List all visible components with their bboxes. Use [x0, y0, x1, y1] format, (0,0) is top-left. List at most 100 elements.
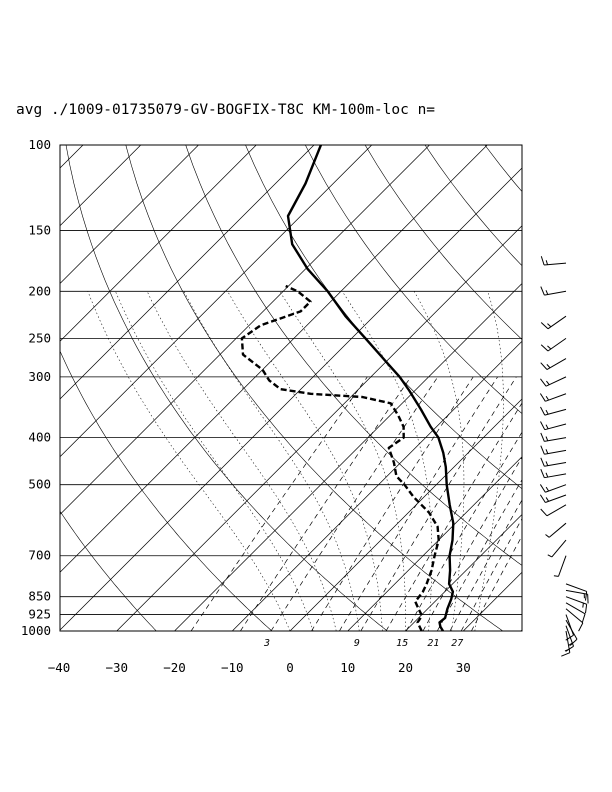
wind-barb — [565, 602, 586, 623]
temperature-tick-label: 30 — [456, 660, 471, 675]
chart-title: avg ./1009-01735079-GV-BOGFIX-T8C KM-100… — [16, 102, 435, 118]
mixing-ratio-line — [339, 376, 498, 631]
wind-barb-feather — [539, 393, 546, 402]
isotherm-line — [463, 571, 522, 631]
wind-barb-feather — [540, 406, 546, 416]
mixing-ratio-line — [436, 479, 522, 631]
wind-barb-feather — [569, 638, 578, 646]
wind-barb — [545, 522, 567, 538]
pressure-tick-label: 100 — [28, 137, 51, 152]
mixing-ratio-label: 21 — [427, 638, 439, 649]
wind-barb-half-feather — [545, 461, 549, 466]
pressure-tick-label: 200 — [28, 283, 51, 298]
moist-adiabat — [146, 291, 337, 631]
wind-barb — [565, 614, 574, 641]
wind-barb-half-feather — [582, 602, 584, 608]
wind-barb — [540, 358, 567, 370]
wind-barb — [540, 337, 567, 352]
wind-barb-feather — [540, 468, 545, 478]
dewpoint-profile — [240, 284, 440, 631]
pressure-tick-label: 250 — [28, 330, 51, 345]
pressure-tick-label: 400 — [28, 430, 51, 445]
wind-barb-half-feather — [546, 380, 550, 386]
wind-barb-staff — [565, 608, 584, 624]
mixing-ratio-label: 3 — [263, 638, 270, 649]
isotherm-line — [60, 145, 199, 284]
isotherm-line — [289, 398, 522, 631]
wind-barb-feather — [565, 645, 574, 652]
dry-adiabat — [60, 510, 157, 631]
wind-barb-feather — [540, 286, 545, 296]
wind-barb-feather — [540, 362, 548, 370]
wind-barb-half-feather — [547, 554, 553, 558]
wind-barb-feather — [540, 344, 549, 352]
wind-barb-half-feather — [545, 472, 549, 478]
mixing-ratio-labels: 3 9 15 21 27 — [263, 638, 463, 649]
wind-barb-staff — [545, 484, 567, 493]
wind-barb — [540, 445, 567, 455]
wind-barb — [540, 421, 567, 431]
moist-adiabat — [474, 291, 504, 631]
dry-adiabat — [604, 145, 612, 631]
wind-barb-staff — [545, 376, 567, 387]
wind-barb-feather — [540, 421, 546, 430]
wind-barb-feather — [540, 432, 545, 442]
wind-barb-feather — [540, 445, 545, 455]
pressure-tick-label: 700 — [28, 548, 51, 563]
mixing-ratio-line — [449, 499, 522, 631]
wind-barb-feather — [565, 634, 574, 641]
isobar-layer — [60, 144, 522, 632]
wind-barb — [540, 468, 567, 479]
wind-barb-staff — [544, 290, 567, 296]
dry-adiabat — [545, 145, 612, 631]
wind-barb-half-feather — [547, 323, 552, 328]
wind-barb-staff — [547, 315, 567, 330]
wind-barb-half-feather — [545, 436, 549, 442]
pressure-tick-label: 300 — [28, 369, 51, 384]
moist-adiabat — [87, 291, 291, 631]
isotherm-line — [116, 225, 522, 631]
wind-barb-staff — [544, 423, 567, 431]
mixing-ratio-line — [270, 376, 439, 631]
isotherm-line — [405, 514, 522, 631]
wind-barb-feather — [540, 256, 545, 266]
pressure-tick-label: 850 — [28, 589, 51, 604]
wind-barb — [553, 555, 567, 577]
dry-adiabat — [125, 145, 503, 631]
temperature-tick-label: −40 — [48, 660, 71, 675]
pressure-tick-label: 150 — [28, 223, 51, 238]
wind-barb-half-feather — [546, 364, 551, 369]
wind-barb-feather — [584, 604, 588, 614]
wind-barb-half-feather — [545, 486, 550, 492]
temperature-tick-labels: −40 −30 −20 −10 0 10 20 30 — [48, 660, 471, 675]
wind-barb-half-feather — [553, 575, 559, 577]
wind-barb-staff — [544, 408, 567, 416]
moist-adiabat — [183, 291, 360, 631]
wind-barb-staff — [565, 614, 574, 636]
isotherm-line — [60, 145, 372, 458]
wind-barb-staff — [565, 602, 586, 615]
isotherm-line — [579, 145, 612, 631]
wind-barb — [547, 539, 567, 558]
mixing-ratio-label: 27 — [451, 638, 463, 649]
wind-barb — [565, 596, 588, 614]
wind-barb-feather — [540, 508, 548, 517]
isotherm-line — [60, 145, 141, 227]
wind-barb — [539, 484, 567, 493]
dry-adiabat — [364, 145, 522, 340]
mixing-ratio-line — [385, 402, 522, 631]
wind-barb — [540, 432, 567, 442]
wind-barb-half-feather — [545, 409, 549, 415]
temperature-tick-label: −30 — [105, 660, 128, 675]
temperature-tick-label: −20 — [163, 660, 186, 675]
wind-barb-staff — [545, 494, 567, 503]
wind-barb — [540, 315, 567, 330]
moist-adiabat — [279, 291, 406, 631]
dry-adiabat — [424, 145, 522, 267]
wind-barb-half-feather — [545, 497, 550, 502]
dry-adiabat — [305, 145, 522, 415]
mixing-ratio-label: 9 — [354, 638, 360, 649]
mixing-ratio-line — [422, 456, 522, 631]
